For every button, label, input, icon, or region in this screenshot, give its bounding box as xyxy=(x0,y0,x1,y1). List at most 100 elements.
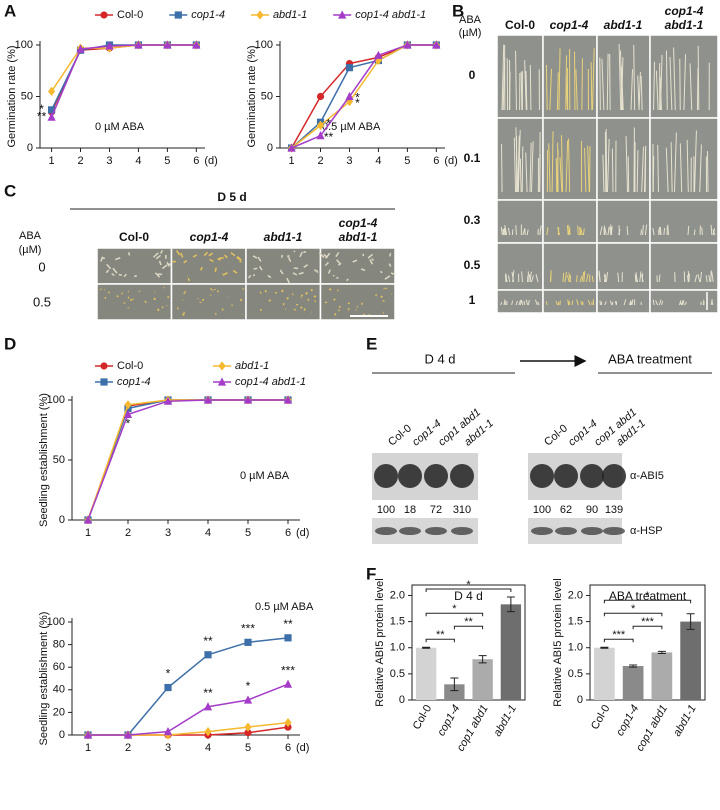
seedling xyxy=(116,295,119,298)
legend-label: Col-0 xyxy=(117,360,143,372)
column-header: Col-0 xyxy=(505,18,535,32)
x-tick-label: abd1-1 xyxy=(491,703,519,739)
bar xyxy=(594,647,615,700)
seedling xyxy=(576,299,579,306)
seedling xyxy=(129,298,133,302)
seedling xyxy=(525,299,529,306)
seedling xyxy=(153,297,156,301)
x-tick-label: 3 xyxy=(346,155,352,167)
seedling xyxy=(236,256,242,261)
chart-title: ABA treatment xyxy=(609,589,687,603)
x-unit: (d) xyxy=(444,155,457,167)
band xyxy=(424,464,448,488)
seedling xyxy=(587,299,591,306)
condition-note: 0.5 µM ABA xyxy=(322,121,381,133)
y-tick-label: 100 xyxy=(15,39,33,51)
photo-cell xyxy=(542,242,598,291)
x-tick-label: 3 xyxy=(165,742,171,754)
significance: *** xyxy=(641,616,655,628)
seedling xyxy=(623,299,627,306)
seedling xyxy=(686,139,689,193)
y-tick-label: 50 xyxy=(53,454,65,466)
error-bar xyxy=(657,650,666,654)
photo-cell xyxy=(319,283,396,321)
seedling xyxy=(599,226,603,236)
band xyxy=(531,527,553,535)
seedling xyxy=(652,227,655,236)
seedling xyxy=(669,56,673,111)
seedling xyxy=(706,151,709,193)
seedling xyxy=(184,290,187,293)
seedling xyxy=(639,271,642,283)
significance: * xyxy=(631,603,636,615)
seedling xyxy=(626,226,629,236)
seedling xyxy=(303,250,307,254)
seedling xyxy=(558,48,561,111)
x-tick-label: 2 xyxy=(125,742,131,754)
seedling xyxy=(590,62,593,111)
point xyxy=(284,717,292,728)
photo-cell xyxy=(596,289,651,314)
seedling xyxy=(711,299,714,306)
seedling xyxy=(699,271,703,283)
seedling xyxy=(711,271,714,283)
axis xyxy=(71,396,300,521)
seedling xyxy=(152,252,159,258)
point xyxy=(243,395,253,404)
legend-label: abd1-1 xyxy=(235,360,269,372)
seedling xyxy=(700,301,702,306)
legend-marker xyxy=(218,361,226,371)
seedling xyxy=(659,226,662,236)
seedling xyxy=(617,272,620,283)
seedling xyxy=(556,72,559,111)
series-line xyxy=(88,721,289,736)
seedling xyxy=(300,306,303,309)
point xyxy=(203,702,213,711)
seedling xyxy=(598,270,601,283)
x-tick-label: 1 xyxy=(289,155,295,167)
point xyxy=(244,729,252,737)
seedling xyxy=(518,299,522,306)
seedling xyxy=(693,229,696,236)
seedling xyxy=(560,135,564,193)
row-label: 0 xyxy=(38,259,45,274)
y-tick-label: 40 xyxy=(53,684,65,696)
series-line xyxy=(87,399,288,521)
photo-cell xyxy=(319,247,396,285)
seedling xyxy=(599,57,601,111)
x-tick-label: 3 xyxy=(165,527,171,539)
seedling xyxy=(522,229,525,236)
y-axis-label: Relative ABI5 protein level xyxy=(552,578,564,706)
seedling xyxy=(511,272,515,283)
point xyxy=(316,131,325,140)
seedling xyxy=(507,275,511,283)
seedling xyxy=(634,274,637,283)
y-tick-label: 0.5 xyxy=(390,668,405,680)
series-line xyxy=(87,399,288,521)
seedling xyxy=(530,141,534,193)
antibody-label: α-HSP xyxy=(630,525,663,537)
seedling xyxy=(565,55,568,111)
series-line xyxy=(88,683,289,736)
quantification: 139 xyxy=(605,504,623,516)
seedling xyxy=(182,313,185,316)
axis xyxy=(71,618,300,736)
seedling xyxy=(696,67,699,111)
column-header: cop1-4 xyxy=(550,18,589,32)
seedling xyxy=(123,273,127,278)
seedling xyxy=(526,229,529,236)
seedling xyxy=(618,43,622,111)
y-tick-label: 80 xyxy=(53,639,65,651)
seedling xyxy=(525,152,528,193)
seedling xyxy=(183,259,188,264)
x-unit: (d) xyxy=(296,527,309,539)
point xyxy=(204,727,212,737)
error-bar xyxy=(600,646,609,649)
seedling xyxy=(100,256,104,262)
panel-label: A xyxy=(4,1,16,20)
seedling xyxy=(507,227,511,236)
significance: ** xyxy=(464,616,473,628)
seedling xyxy=(203,251,209,257)
seedling xyxy=(678,300,682,306)
seedling xyxy=(699,144,702,193)
